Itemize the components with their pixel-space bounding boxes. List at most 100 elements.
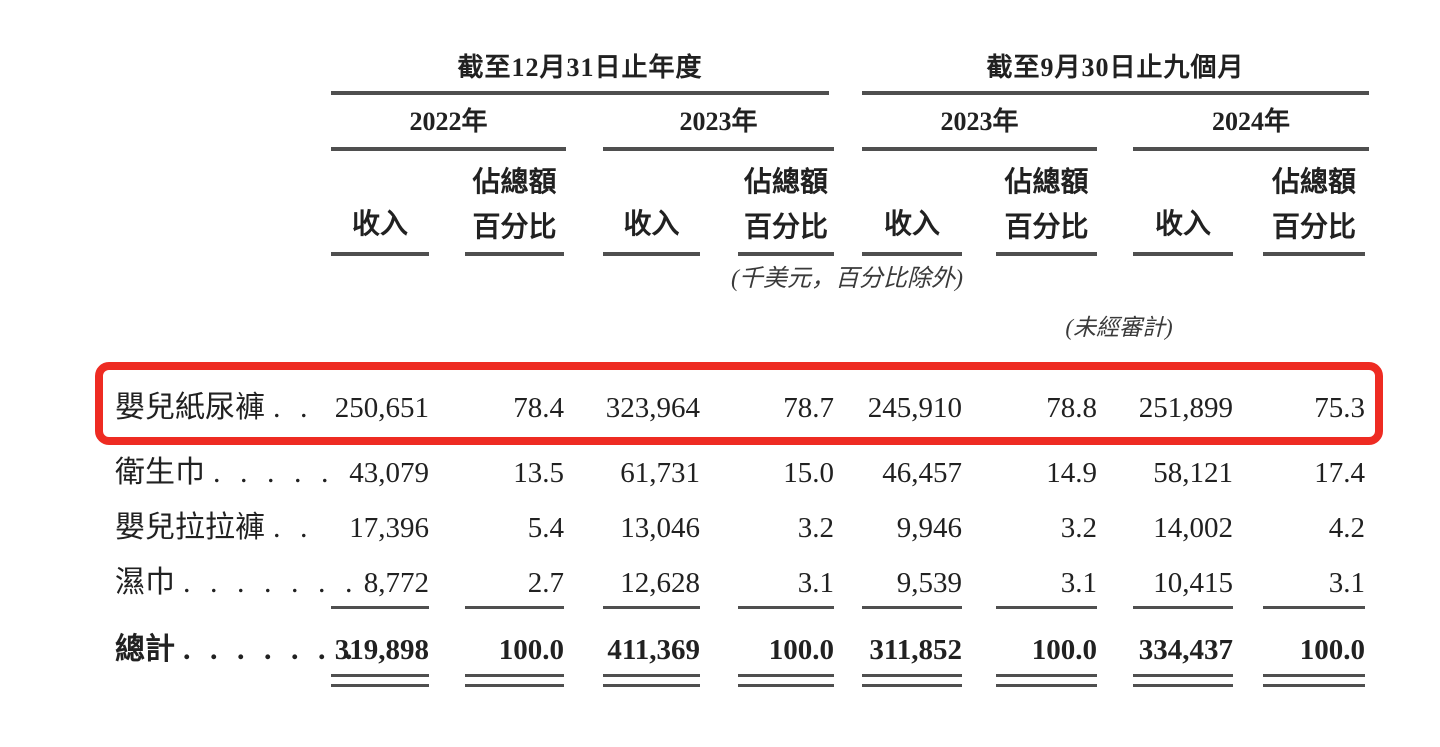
cell: 251,899 (1138, 392, 1233, 424)
subtotal-rule (1263, 606, 1365, 609)
subtotal-rule (862, 606, 962, 609)
total-double-rule (465, 674, 564, 677)
cell: 46,457 (882, 457, 962, 489)
subtotal-rule (738, 606, 834, 609)
subtotal-rule (996, 606, 1097, 609)
cell: 4.2 (1328, 512, 1365, 544)
total-double-rule (996, 684, 1097, 687)
group-rule-1 (331, 91, 829, 95)
cell: 14,002 (1153, 512, 1233, 544)
cell: 2.7 (527, 567, 564, 599)
revenue-header-3: 收入 (883, 209, 940, 240)
year-rule-4 (1133, 147, 1369, 151)
total-cell: 411,369 (607, 634, 700, 666)
pct-header-1: 佔總額 百分比 (472, 167, 557, 243)
period-group-title-year-end: 截至12月31日止年度 (457, 53, 703, 82)
year-label-2022: 2022年 (409, 107, 488, 136)
cell: 78.4 (513, 392, 564, 424)
revenue-header-4: 收入 (1154, 209, 1211, 240)
col-rule (862, 252, 962, 256)
group-rule-2 (862, 91, 1369, 95)
cell: 3.2 (1060, 512, 1097, 544)
total-double-rule (603, 674, 700, 677)
total-double-rule (465, 684, 564, 687)
col-rule (738, 252, 834, 256)
cell: 75.3 (1314, 392, 1365, 424)
cell: 13,046 (620, 512, 700, 544)
subtotal-rule (603, 606, 700, 609)
total-double-rule (1263, 674, 1365, 677)
table-row-wet-wipes: 濕巾. . . . . . . 8,772 2.7 12,628 3.1 9,5… (0, 562, 1440, 604)
col-rule (1133, 252, 1233, 256)
total-cell: 334,437 (1138, 634, 1233, 666)
cell: 58,121 (1153, 457, 1233, 489)
cell: 14.9 (1046, 457, 1097, 489)
row-label: 嬰兒紙尿褲. . (115, 391, 314, 424)
total-cell: 100.0 (498, 634, 564, 666)
cell: 15.0 (783, 457, 834, 489)
pct-header-2: 佔總額 百分比 (743, 167, 828, 243)
total-double-rule (996, 674, 1097, 677)
cell: 78.7 (783, 392, 834, 424)
subtotal-rule (1133, 606, 1233, 609)
revenue-header-1: 收入 (351, 209, 408, 240)
col-rule (996, 252, 1097, 256)
col-rule (603, 252, 700, 256)
cell: 61,731 (620, 457, 700, 489)
year-label-2024: 2024年 (1211, 107, 1290, 136)
cell: 13.5 (513, 457, 564, 489)
unaudited-note: (未經審計) (1065, 315, 1173, 340)
total-cell: 319,898 (334, 634, 429, 666)
cell: 9,946 (896, 512, 962, 544)
units-note: (千美元，百分比除外) (731, 266, 963, 292)
cell: 78.8 (1046, 392, 1097, 424)
cell: 10,415 (1153, 567, 1233, 599)
total-double-rule (1133, 684, 1233, 687)
row-label: 衛生巾. . . . . (115, 456, 335, 489)
total-cell: 100.0 (768, 634, 834, 666)
row-label: 濕巾. . . . . . . (115, 566, 359, 599)
total-double-rule (331, 674, 429, 677)
cell: 3.1 (1328, 567, 1365, 599)
table-row-baby-pull-up-pants: 嬰兒拉拉褲. . 17,396 5.4 13,046 3.2 9,946 3.2… (0, 507, 1440, 549)
cell: 9,539 (896, 567, 962, 599)
year-label-2023-9m: 2023年 (940, 107, 1019, 136)
cell: 250,651 (334, 392, 429, 424)
year-rule-3 (862, 147, 1097, 151)
year-label-2023: 2023年 (679, 107, 758, 136)
cell: 12,628 (620, 567, 700, 599)
period-group-title-nine-months: 截至9月30日止九個月 (986, 53, 1245, 82)
subtotal-rule (331, 606, 429, 609)
total-label: 總計. . . . . . . (115, 633, 359, 666)
cell: 245,910 (867, 392, 962, 424)
cell: 3.2 (797, 512, 834, 544)
cell: 5.4 (527, 512, 564, 544)
cell: 3.1 (1060, 567, 1097, 599)
table-row-baby-diapers: 嬰兒紙尿褲. . 250,651 78.4 323,964 78.7 245,9… (0, 387, 1440, 429)
col-rule (331, 252, 429, 256)
year-rule-2 (603, 147, 834, 151)
cell: 17.4 (1314, 457, 1365, 489)
total-double-rule (862, 674, 962, 677)
cell: 3.1 (797, 567, 834, 599)
total-double-rule (738, 684, 834, 687)
total-double-rule (1133, 674, 1233, 677)
total-cell: 311,852 (869, 634, 962, 666)
cell: 8,772 (363, 567, 429, 599)
pct-header-3: 佔總額 百分比 (1004, 167, 1089, 243)
total-double-rule (738, 674, 834, 677)
total-cell: 100.0 (1031, 634, 1097, 666)
total-cell: 100.0 (1299, 634, 1365, 666)
table-row-total: 總計. . . . . . . 319,898 100.0 411,369 10… (0, 629, 1440, 671)
cell: 43,079 (349, 457, 429, 489)
cell: 17,396 (349, 512, 429, 544)
subtotal-rule (465, 606, 564, 609)
pct-header-4: 佔總額 百分比 (1271, 167, 1356, 243)
col-rule (465, 252, 564, 256)
col-rule (1263, 252, 1365, 256)
total-double-rule (331, 684, 429, 687)
row-label: 嬰兒拉拉褲. . (115, 511, 314, 544)
year-rule-1 (331, 147, 566, 151)
cell: 323,964 (605, 392, 700, 424)
